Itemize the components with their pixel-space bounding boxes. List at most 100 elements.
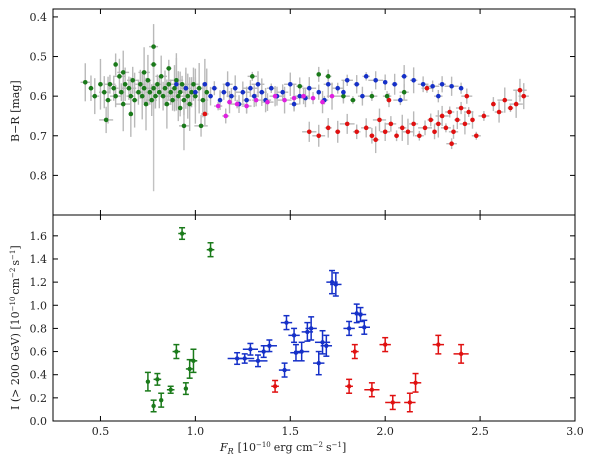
bottom-y-tick-label: 0.6	[30, 346, 48, 359]
top-point-green	[141, 85, 147, 91]
xlabel-unit1: erg cm	[274, 441, 313, 454]
top-point-green	[164, 101, 170, 107]
bottom-point-green	[174, 349, 179, 354]
top-point-green	[170, 97, 175, 103]
top-point-green	[384, 93, 390, 99]
top-point-magenta	[310, 95, 316, 101]
bottom-point-blue	[316, 360, 321, 366]
top-point-blue	[221, 89, 227, 95]
top-point-red	[388, 121, 394, 127]
bottom-series-blue	[227, 269, 370, 378]
top-point-blue	[401, 74, 407, 79]
xlabel-subscript: R	[227, 447, 234, 456]
top-point-green	[325, 74, 331, 79]
top-point-red	[513, 101, 519, 107]
ylabel-close: ]	[9, 245, 22, 249]
top-point-blue	[259, 89, 265, 95]
top-point-blue	[248, 85, 253, 91]
top-point-green	[92, 93, 98, 99]
top-point-green	[128, 111, 134, 117]
bottom-y-tick-label: 1.6	[30, 230, 48, 243]
top-point-red	[386, 97, 392, 103]
top-point-magenta	[253, 97, 259, 103]
bottom-point-green	[151, 403, 156, 409]
top-point-red	[466, 109, 472, 115]
top-point-green	[98, 81, 103, 87]
top-point-blue	[306, 85, 312, 91]
top-axis-ticks: 0.4 0.5 0.6 0.7 0.8	[30, 9, 576, 215]
top-point-magenta	[301, 93, 306, 99]
bottom-point-red	[382, 342, 388, 347]
top-point-green	[198, 123, 204, 129]
xlabel-exp2: −2	[313, 441, 323, 449]
bottom-point-blue	[261, 349, 266, 354]
top-point-red	[316, 133, 322, 139]
top-point-blue	[344, 78, 350, 83]
top-point-blue	[255, 81, 261, 87]
top-point-red	[428, 117, 434, 123]
top-point-green	[141, 70, 147, 75]
top-point-blue	[458, 85, 464, 91]
top-point-red	[306, 129, 312, 135]
bottom-y-tick-label: 1.2	[30, 276, 48, 289]
top-point-blue	[363, 74, 369, 79]
top-point-blue	[291, 101, 297, 107]
top-point-green	[401, 89, 407, 95]
top-point-green	[120, 70, 126, 75]
bottom-point-blue	[320, 340, 325, 345]
bottom-point-green	[183, 386, 189, 391]
top-point-green	[177, 105, 183, 111]
top-point-green	[350, 97, 356, 103]
top-point-green	[156, 89, 162, 95]
bottom-y-axis-label: I (> 200 GeV) [10−10 cm−2 s−1]	[9, 245, 22, 410]
top-point-green	[177, 89, 183, 95]
bottom-point-blue	[242, 356, 247, 361]
top-point-red	[481, 113, 487, 119]
top-point-green	[147, 89, 153, 95]
bottom-y-tick-label: 1.4	[30, 253, 48, 266]
top-point-green	[175, 93, 181, 99]
xlabel-exp3: −1	[332, 441, 342, 449]
top-point-red	[369, 133, 375, 139]
bottom-point-blue	[346, 326, 352, 331]
top-point-red	[464, 93, 470, 99]
top-point-green	[153, 93, 158, 99]
top-y-axis-label: B−R [mag]	[9, 80, 22, 142]
ylabel-exp1: −10	[9, 297, 17, 312]
x-tick-label: 3.0	[566, 425, 584, 438]
bottom-panel-frame	[52, 214, 576, 422]
top-point-red	[202, 111, 208, 117]
top-y-tick-label: 0.7	[30, 130, 48, 143]
top-point-green	[160, 93, 166, 99]
bottom-point-red	[407, 400, 413, 405]
bottom-y-tick-label: 0.2	[30, 392, 48, 405]
top-point-blue	[240, 89, 246, 95]
top-point-red	[521, 93, 527, 99]
top-point-red	[517, 87, 523, 93]
bottom-point-blue	[248, 347, 253, 352]
top-point-blue	[268, 85, 274, 91]
top-point-red	[411, 121, 416, 127]
x-tick-label: 2.5	[471, 425, 489, 438]
x-tick-label: 2.0	[376, 425, 394, 438]
bottom-point-green	[208, 247, 213, 252]
bottom-point-red	[369, 387, 375, 392]
bottom-point-blue	[305, 329, 310, 335]
top-point-green	[117, 74, 122, 79]
top-point-blue	[398, 97, 403, 103]
top-point-green	[132, 97, 137, 103]
top-point-red	[325, 125, 331, 131]
top-point-blue	[392, 81, 397, 87]
bottom-point-red	[272, 384, 278, 389]
top-point-blue	[225, 81, 230, 87]
bottom-series-red	[271, 334, 469, 413]
top-series-green	[82, 44, 407, 129]
top-point-blue	[193, 89, 198, 95]
top-point-blue	[325, 81, 331, 87]
top-point-magenta	[282, 97, 287, 103]
top-point-blue	[335, 85, 341, 91]
top-y-tick-label: 0.4	[30, 11, 48, 24]
bottom-point-blue	[284, 320, 289, 325]
top-point-green	[189, 89, 194, 95]
